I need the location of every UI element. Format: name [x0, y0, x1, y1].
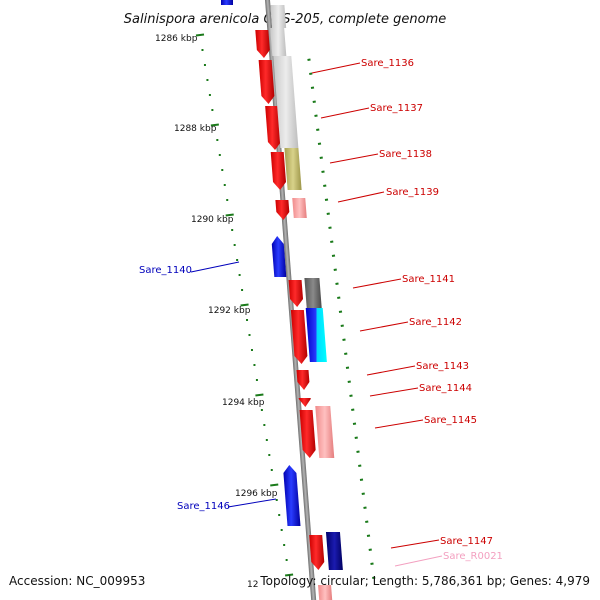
gene-arrow-sare-1141: [288, 280, 304, 307]
guide-dash: [351, 408, 355, 411]
scale-labels: 1286 kbp 1288 kbp 1290 kbp 1292 kbp 1294…: [155, 34, 278, 590]
guide-dash: [307, 58, 311, 61]
category-box-top: [270, 5, 287, 28]
tick-marks: [195, 33, 294, 577]
guide-dash: [312, 100, 316, 103]
topology-text: Topology: circular; Length: 5,786,361 bp…: [260, 574, 590, 588]
gene-arrow-partial-top: [221, 0, 233, 5]
category-box-1138: [284, 148, 302, 190]
scale-label-1294: 1294 kbp: [222, 398, 265, 408]
gene-label-sare-1143: Sare_1143: [416, 361, 469, 372]
guide-dash: [314, 114, 318, 117]
tick-mark: [210, 123, 219, 127]
guide-dash: [319, 156, 323, 159]
guide-dash: [324, 198, 329, 201]
guide-dash: [349, 394, 353, 397]
gene-label-sare-1139: Sare_1139: [386, 187, 439, 198]
scale-label-1288: 1288 kbp: [174, 124, 217, 134]
gene-arrow-sare-1138: [270, 152, 287, 190]
tick-mark: [195, 33, 205, 37]
gene-arrow-sare-1137: [265, 106, 281, 150]
gene-arrow-sare-1147: [309, 535, 325, 570]
guide-dash: [331, 254, 336, 257]
guide-dash: [370, 562, 374, 565]
guide-dash: [352, 422, 357, 425]
gene-arrow-sare-1136: [258, 60, 275, 104]
guide-dash: [361, 492, 365, 495]
guide-dash: [342, 338, 346, 341]
category-box-1142: [305, 308, 327, 362]
guide-dash: [363, 506, 367, 509]
gene-label-leaders: [190, 62, 443, 567]
outer-guide-dashes: [307, 58, 376, 579]
guide-dash: [317, 142, 322, 145]
guide-dash: [323, 184, 327, 187]
guide-dash: [366, 534, 371, 537]
tick-mark: [240, 303, 249, 307]
scale-label-1296: 1296 kbp: [235, 489, 278, 499]
category-box-1147: [325, 532, 343, 570]
category-box-1139: [292, 198, 307, 218]
guide-dash: [365, 520, 369, 523]
scale-label-1292: 1292 kbp: [208, 306, 251, 316]
scale-label-partial: 12: [247, 580, 258, 590]
guide-dash: [344, 352, 348, 355]
guide-dash: [333, 268, 337, 271]
guide-dash: [340, 324, 344, 327]
guide-dash: [358, 464, 362, 467]
guide-dash: [347, 380, 351, 383]
gene-label-sare-1144: Sare_1144: [419, 383, 472, 394]
guide-dash: [310, 86, 315, 89]
gene-arrow-sare-1146: [283, 465, 301, 526]
tick-mark: [270, 483, 279, 487]
guide-dash: [326, 212, 330, 215]
guide-dash: [345, 366, 350, 369]
guide-dash: [372, 576, 376, 579]
scale-label-1290: 1290 kbp: [191, 215, 234, 225]
guide-dash: [356, 450, 360, 453]
category-box-1141: [304, 278, 322, 308]
tick-mark: [284, 573, 294, 577]
gene-label-sare-1141: Sare_1141: [402, 274, 455, 285]
gene-label-sare-1140: Sare_1140: [139, 265, 192, 276]
guide-dash: [335, 282, 339, 285]
guide-dash: [338, 310, 343, 313]
gene-arrow-sare-1145: [299, 410, 316, 458]
gene-arrow-sare-1144: [298, 398, 311, 407]
gene-label-sare-1147: Sare_1147: [440, 536, 493, 547]
guide-dash: [328, 226, 332, 229]
gene-label-sare-1146: Sare_1146: [177, 501, 230, 512]
guide-dash: [330, 240, 334, 243]
tick-mark: [255, 393, 264, 397]
gene-arrow-sare-1139: [275, 200, 290, 220]
scale-label-1286: 1286 kbp: [155, 34, 198, 44]
gene-label-sare-1138: Sare_1138: [379, 149, 432, 160]
category-box-1145: [315, 406, 335, 458]
gene-label-sare-1142: Sare_1142: [409, 317, 462, 328]
accession-text: Accession: NC_009953: [9, 574, 146, 588]
gene-label-sare-r0021: Sare_R0021: [443, 551, 503, 562]
gene-label-sare-1137: Sare_1137: [370, 103, 423, 114]
gene-arrow-sare-1140: [271, 236, 287, 277]
guide-dash: [316, 128, 320, 131]
gene-arrow-sare-1135: [255, 30, 270, 58]
tick-mark: [225, 213, 234, 217]
gene-labels: Sare_1136 Sare_1137 Sare_1138 Sare_1139 …: [139, 58, 503, 562]
gene-arrow-sare-1143: [296, 370, 310, 390]
guide-dash: [337, 296, 341, 299]
guide-dash: [354, 436, 358, 439]
guide-dash: [309, 72, 313, 75]
gene-label-sare-1145: Sare_1145: [424, 415, 477, 426]
guide-dash: [368, 548, 372, 551]
gene-label-sare-1136: Sare_1136: [361, 58, 414, 69]
rna-feature-r0021: [318, 585, 333, 600]
gene-features: [255, 5, 343, 600]
guide-dash: [321, 170, 325, 173]
guide-dash: [359, 478, 364, 481]
category-box-1136-1137: [273, 56, 299, 148]
gene-arrow-sare-1142: [290, 310, 308, 364]
category-box-1135: [270, 28, 287, 56]
